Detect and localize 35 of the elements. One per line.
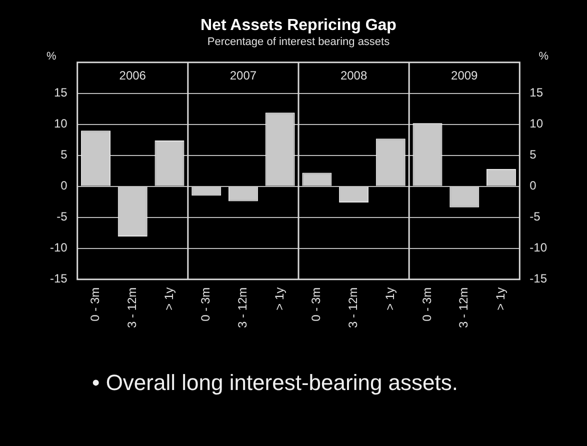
chart-subtitle: Percentage of interest bearing assets <box>207 36 390 48</box>
x-tick-label: 3 - 12m <box>124 287 139 328</box>
y2-tick-label: 15 <box>530 86 544 100</box>
y-tick-label: 15 <box>54 86 68 100</box>
x-tick-label: > 1y <box>382 287 397 310</box>
x-tick-label: 0 - 3m <box>88 287 102 322</box>
x-tick-label: 0 - 3m <box>309 287 324 322</box>
x-tick-label: > 1y <box>272 287 286 310</box>
y-tick-label: 5 <box>60 148 68 162</box>
y2-tick-label: -15 <box>530 272 548 286</box>
x-tick-label: 3 - 12m <box>346 287 360 328</box>
y-tick-label: -5 <box>56 210 68 224</box>
x-tick-label: > 1y <box>162 287 176 310</box>
x-tick-label: 3 - 12m <box>236 287 250 328</box>
chart-title: Net Assets Repricing Gap <box>200 17 397 34</box>
y2-tick-label: 0 <box>530 178 537 193</box>
x-tick-label: 0 - 3m <box>420 287 434 322</box>
y2-axis-title: % <box>538 50 549 62</box>
y-axis-title: % <box>46 50 56 62</box>
y2-tick-label: 5 <box>530 148 537 162</box>
x-tick-label: 0 - 3m <box>198 287 213 322</box>
annotation: 2007 <box>230 68 257 83</box>
text: • Overall long interest-bearing assets. <box>92 370 458 396</box>
y2-tick-label: 10 <box>530 116 544 131</box>
y-tick-label: 10 <box>54 116 68 131</box>
annotation: 2009 <box>451 68 478 83</box>
y2-tick-label: -10 <box>530 240 548 255</box>
y-tick-label: -10 <box>50 240 68 255</box>
y2-tick-label: -5 <box>530 210 541 224</box>
x-tick-label: > 1y <box>494 287 508 310</box>
annotation: 2008 <box>340 68 368 83</box>
x-tick-label: 3 - 12m <box>456 287 471 328</box>
annotation: 2006 <box>119 68 146 83</box>
y-tick-label: 0 <box>60 178 68 193</box>
y-tick-label: -15 <box>50 272 68 286</box>
